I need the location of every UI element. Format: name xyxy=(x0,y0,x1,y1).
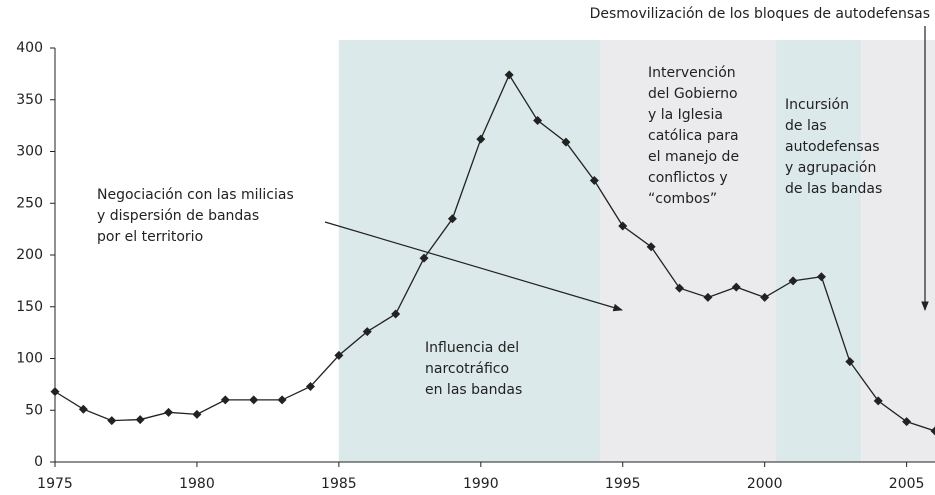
x-tick-label: 1995 xyxy=(605,476,641,492)
y-tick-label: 100 xyxy=(16,351,43,367)
y-tick-label: 250 xyxy=(16,195,43,211)
data-point xyxy=(135,415,145,425)
y-tick-label: 50 xyxy=(25,402,43,418)
data-point xyxy=(646,242,656,252)
data-point xyxy=(760,292,770,302)
data-point xyxy=(334,350,344,360)
data-point xyxy=(78,404,88,414)
annotation: “combos” xyxy=(648,191,717,207)
backgrounds xyxy=(338,40,935,462)
annotation: católica para xyxy=(648,128,739,144)
annotation: Negociación con las milicias xyxy=(97,187,294,203)
data-point xyxy=(305,381,315,391)
data-point xyxy=(561,137,571,147)
annotation: Intervención xyxy=(648,65,736,81)
annotation: por el territorio xyxy=(97,229,203,245)
data-point xyxy=(731,282,741,292)
annotation: Incursión xyxy=(785,97,849,113)
data-point xyxy=(447,214,457,224)
data-point xyxy=(192,409,202,419)
data-point xyxy=(277,395,287,405)
annotation: Influencia del xyxy=(425,340,519,356)
x-tick-label: 2005 xyxy=(889,476,925,492)
x-tick-label: 2000 xyxy=(747,476,783,492)
data-point xyxy=(902,417,912,427)
annotation: y la Iglesia xyxy=(648,107,723,123)
data-point xyxy=(675,283,685,293)
data-point xyxy=(845,357,855,367)
data-point xyxy=(589,175,599,185)
x-tick-label: 1975 xyxy=(37,476,73,492)
annotation: del Gobierno xyxy=(648,86,738,102)
annotation: y agrupación xyxy=(785,160,876,176)
annotation-arrow xyxy=(324,221,623,312)
annotation: y dispersión de bandas xyxy=(97,208,259,224)
annotation: narcotráfico xyxy=(425,361,509,377)
data-point xyxy=(391,309,401,319)
annotation: en las bandas xyxy=(425,382,522,398)
data-point xyxy=(618,221,628,231)
annotation: Desmovilización de los bloques de autode… xyxy=(590,6,930,22)
y-tick-label: 150 xyxy=(16,299,43,315)
data-point xyxy=(788,276,798,286)
data-point xyxy=(816,272,826,282)
data-point xyxy=(873,396,883,406)
y-tick-label: 200 xyxy=(16,247,43,263)
shaded-period xyxy=(776,40,862,462)
data-point xyxy=(107,416,117,426)
annotation: autodefensas xyxy=(785,139,880,155)
shaded-period xyxy=(600,40,777,462)
annotation: el manejo de xyxy=(648,149,739,165)
data-point xyxy=(703,292,713,302)
data-point xyxy=(220,395,230,405)
x-tick-label: 1980 xyxy=(179,476,215,492)
annotation: conflictos y xyxy=(648,170,728,186)
shaded-period xyxy=(338,40,601,462)
data-point xyxy=(533,115,543,125)
data-point xyxy=(164,407,174,417)
data-point xyxy=(476,134,486,144)
x-tick-label: 1985 xyxy=(321,476,357,492)
shaded-period xyxy=(861,40,935,462)
plot: 0 50 100 150 200 250 300 350 400 1975 1980 1985 1990… xyxy=(16,6,935,492)
y-tick-label: 350 xyxy=(16,92,43,108)
data-point xyxy=(50,387,60,397)
data-point xyxy=(419,253,429,263)
annotation: de las xyxy=(785,118,827,134)
data-point xyxy=(249,395,259,405)
y-tick-label: 400 xyxy=(16,40,43,56)
y-tick-label: 0 xyxy=(34,454,43,470)
x-tick-label: 1990 xyxy=(463,476,499,492)
data-point xyxy=(930,426,935,436)
data-point xyxy=(362,327,372,337)
data-line xyxy=(54,73,935,432)
y-tick-label: 300 xyxy=(16,144,43,160)
data-point xyxy=(504,70,514,80)
annotation: de las bandas xyxy=(785,181,882,197)
